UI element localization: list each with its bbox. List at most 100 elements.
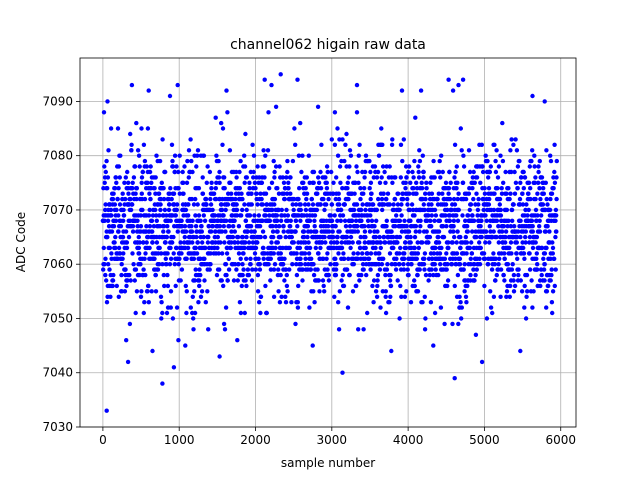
data-point — [551, 175, 556, 180]
data-point — [276, 191, 282, 196]
data-point — [192, 278, 197, 283]
data-point — [347, 164, 352, 169]
data-point — [493, 278, 498, 283]
data-point — [467, 186, 472, 191]
data-point — [225, 278, 230, 283]
data-point — [134, 186, 139, 191]
data-point — [153, 289, 159, 294]
data-point — [101, 245, 107, 251]
data-point — [158, 207, 163, 213]
data-point — [510, 262, 515, 267]
data-point — [193, 267, 198, 272]
data-point — [337, 137, 342, 142]
data-point — [117, 251, 123, 256]
data-point — [196, 213, 202, 218]
data-point — [371, 278, 377, 283]
data-point — [518, 348, 523, 354]
data-point — [421, 262, 427, 267]
data-point — [544, 196, 549, 202]
data-point — [177, 256, 182, 261]
data-point — [191, 202, 197, 207]
data-point — [333, 272, 339, 278]
data-point — [516, 272, 521, 278]
data-point — [508, 283, 513, 289]
data-point — [278, 251, 283, 256]
data-point — [539, 213, 544, 218]
data-point — [539, 272, 544, 278]
data-point — [259, 180, 265, 185]
data-point — [190, 294, 195, 299]
data-point — [251, 153, 257, 158]
data-point — [496, 164, 502, 169]
data-point — [492, 262, 497, 267]
data-point — [205, 289, 210, 294]
data-point — [499, 229, 505, 234]
data-point — [147, 191, 152, 196]
data-point — [548, 256, 553, 261]
data-point — [385, 262, 390, 267]
data-point — [119, 289, 125, 294]
data-point — [368, 267, 373, 272]
data-point — [190, 240, 195, 245]
data-point — [444, 251, 449, 256]
data-point — [347, 240, 352, 245]
y-tick-label: 7080 — [42, 149, 73, 163]
data-point — [293, 218, 299, 223]
data-point — [520, 191, 525, 196]
data-point — [377, 180, 383, 185]
data-point — [346, 175, 351, 180]
data-point — [216, 251, 221, 256]
data-point — [271, 267, 277, 272]
data-point — [493, 256, 498, 261]
x-tick-label: 1000 — [164, 433, 195, 447]
data-point — [343, 224, 349, 229]
data-point — [301, 180, 306, 185]
data-point — [198, 294, 204, 299]
data-point — [350, 289, 356, 294]
data-point — [406, 229, 412, 234]
data-point — [165, 283, 171, 289]
data-point — [150, 348, 155, 354]
data-point — [408, 300, 414, 305]
data-point — [263, 153, 268, 158]
data-point — [149, 180, 154, 185]
data-point — [298, 120, 303, 126]
data-point — [371, 300, 376, 305]
data-point — [191, 256, 197, 261]
data-point — [165, 251, 170, 256]
data-point — [118, 224, 124, 229]
data-point — [163, 256, 168, 261]
data-point — [318, 245, 323, 251]
data-point — [423, 272, 429, 278]
data-point — [456, 321, 461, 327]
data-point — [464, 300, 469, 305]
data-point — [536, 180, 541, 185]
data-point — [189, 158, 194, 164]
data-point — [422, 267, 427, 272]
data-point — [184, 310, 189, 316]
data-point — [263, 213, 268, 218]
data-point — [306, 202, 311, 207]
data-point — [355, 256, 360, 261]
data-point — [438, 262, 443, 267]
data-point — [412, 278, 417, 283]
data-point — [436, 272, 441, 278]
data-point — [450, 240, 455, 245]
data-point — [144, 164, 149, 169]
data-point — [248, 256, 253, 261]
data-point — [268, 267, 274, 272]
data-point — [210, 207, 215, 213]
data-point — [173, 283, 178, 289]
data-point — [488, 305, 494, 310]
data-point — [252, 251, 258, 256]
data-point — [379, 262, 385, 267]
data-point — [447, 196, 453, 202]
data-point — [509, 169, 514, 175]
data-point — [549, 300, 555, 305]
data-point — [328, 213, 334, 218]
data-point — [195, 148, 201, 153]
data-point — [170, 158, 175, 164]
data-point — [300, 153, 305, 158]
data-point — [252, 180, 258, 185]
data-point — [275, 229, 280, 234]
